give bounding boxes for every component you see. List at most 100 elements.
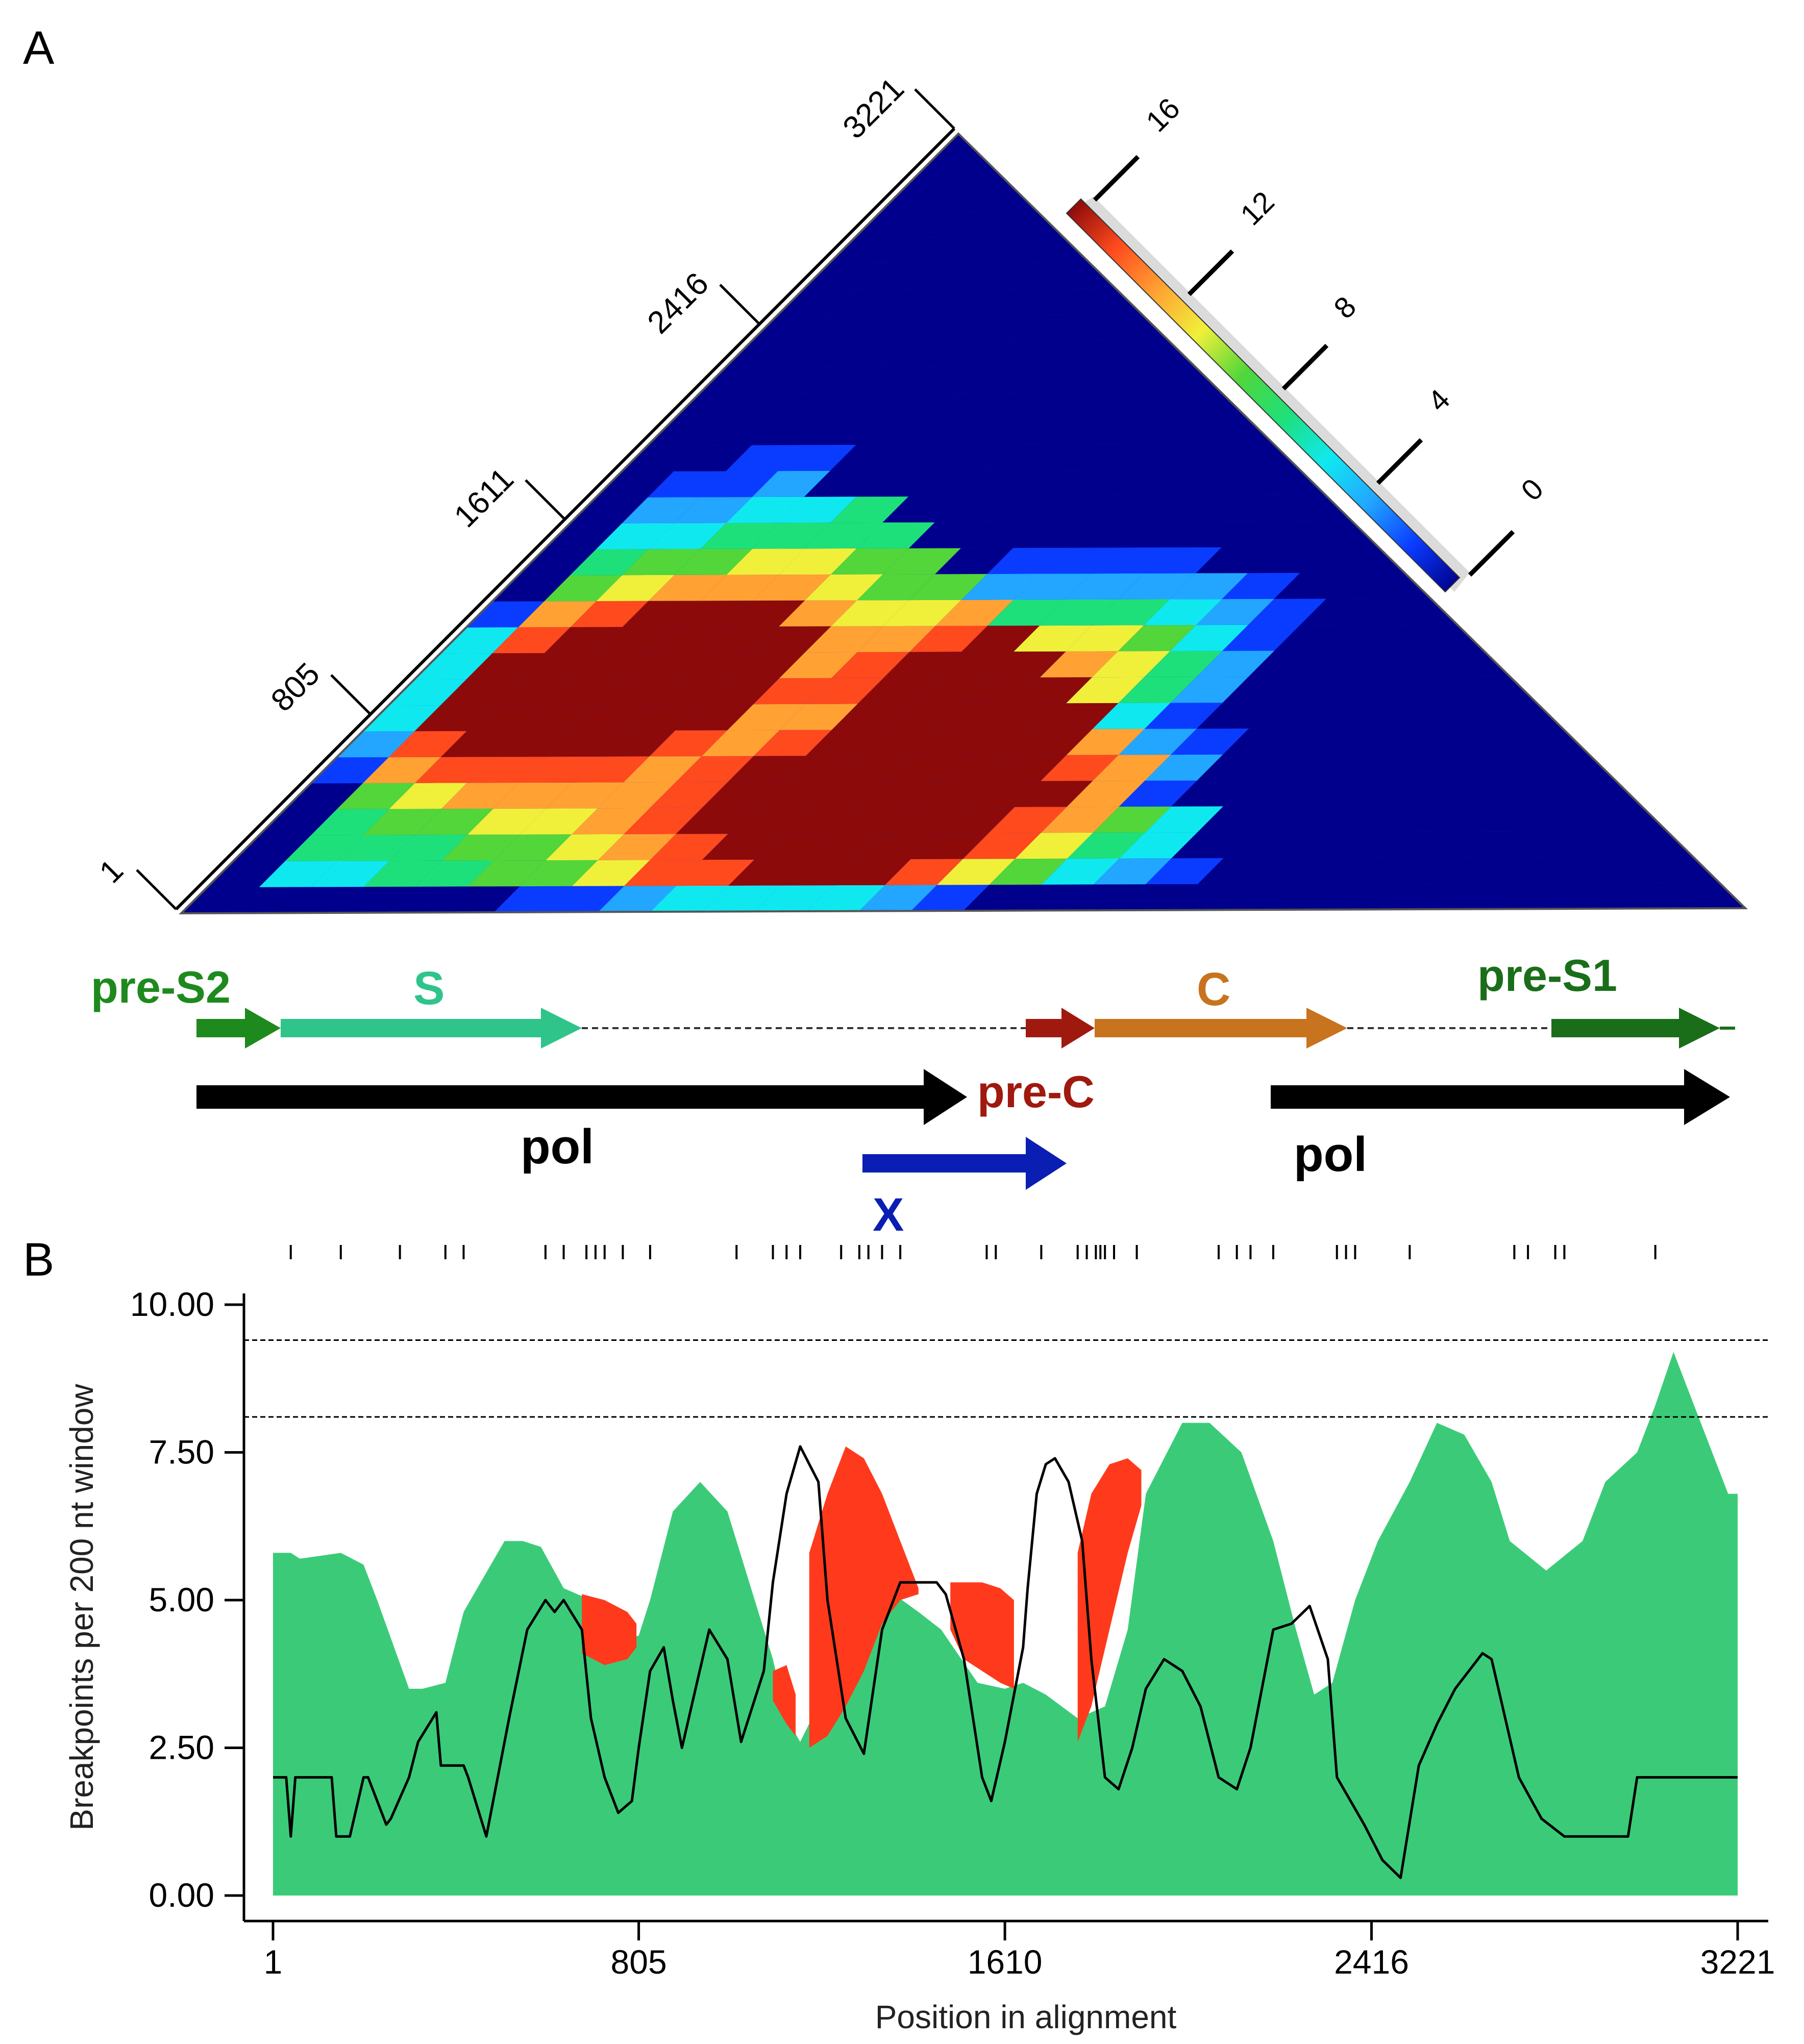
heatmap-cell bbox=[754, 885, 833, 912]
heatmap-cell bbox=[1641, 882, 1719, 909]
heatmap-cell bbox=[1224, 884, 1302, 910]
heatmap-cell bbox=[753, 678, 832, 705]
triangle-tick-label-1: 1 bbox=[93, 853, 130, 890]
heatmap-outline bbox=[179, 132, 1748, 915]
heatmap-cell bbox=[1353, 805, 1432, 832]
heatmap-cell bbox=[960, 418, 1039, 445]
heatmap-cell bbox=[675, 704, 754, 731]
heatmap-cell bbox=[700, 419, 778, 445]
heatmap-cell bbox=[751, 315, 829, 342]
heatmap-cell bbox=[1328, 883, 1406, 910]
heatmap-cell bbox=[674, 549, 753, 575]
heatmap-cell bbox=[910, 729, 989, 756]
triangle-tick-label-2416: 2416 bbox=[641, 266, 715, 340]
gene-arrow-pol-right bbox=[1271, 1069, 1730, 1125]
heatmap-cell bbox=[831, 600, 909, 627]
hotspot-area bbox=[950, 1582, 1014, 1689]
heatmap-cell bbox=[1223, 832, 1302, 858]
heatmap-cell bbox=[1301, 806, 1380, 832]
heatmap-cell bbox=[1169, 521, 1248, 547]
heatmap-cell bbox=[1379, 728, 1457, 754]
heatmap-cell bbox=[1354, 857, 1432, 884]
colorbar-tick-4 bbox=[1376, 438, 1423, 485]
heatmap-cell bbox=[1145, 806, 1224, 833]
heatmap-cell bbox=[963, 884, 1042, 911]
heatmap-cell bbox=[960, 366, 1039, 393]
breakpoint-ticks bbox=[289, 1245, 1657, 1259]
heatmap-cell bbox=[884, 807, 963, 834]
y-axis-ticks bbox=[225, 1303, 244, 1897]
heatmap-cell bbox=[597, 678, 675, 705]
heatmap-cell bbox=[857, 678, 936, 704]
heatmap-cell bbox=[336, 731, 415, 758]
heatmap-cell bbox=[753, 626, 831, 653]
heatmap-cell bbox=[1091, 443, 1169, 470]
heatmap-cell bbox=[466, 601, 545, 628]
heatmap-cell bbox=[1145, 754, 1223, 781]
heatmap-cell bbox=[831, 652, 910, 678]
heatmap-cell bbox=[1118, 625, 1196, 652]
heatmap-cell bbox=[829, 237, 907, 264]
heatmap-cell bbox=[1090, 392, 1169, 418]
heatmap-cell bbox=[985, 288, 1064, 315]
heatmap-cell bbox=[829, 341, 908, 367]
heatmap-cell bbox=[571, 653, 649, 679]
heatmap-cell bbox=[1145, 858, 1224, 885]
heatmap-cell bbox=[1457, 753, 1536, 780]
heatmap-cell bbox=[1065, 521, 1144, 548]
heatmap-cell bbox=[702, 833, 780, 860]
heatmap-cell bbox=[181, 887, 259, 913]
heatmap-cell bbox=[884, 859, 963, 885]
heatmap-cell bbox=[414, 653, 492, 680]
triangle-tick-805 bbox=[330, 674, 372, 715]
heatmap-cell bbox=[1510, 805, 1589, 832]
gene-label-pol-right: pol bbox=[1294, 1127, 1367, 1182]
heatmap-cell bbox=[933, 237, 1011, 263]
heatmap-cell bbox=[985, 340, 1064, 367]
x-tick-label-3221: 3221 bbox=[1700, 1943, 1775, 1981]
heatmap-cell bbox=[934, 392, 1012, 419]
heatmap-cell bbox=[908, 470, 987, 497]
heatmap-cell bbox=[1197, 754, 1275, 781]
heatmap-cell bbox=[596, 471, 674, 498]
heatmap-cell bbox=[494, 886, 572, 912]
colorbar-tick-8 bbox=[1281, 343, 1329, 391]
heatmap-cell bbox=[311, 809, 389, 835]
heatmap-cell bbox=[570, 497, 648, 524]
heatmap-cell bbox=[832, 859, 911, 886]
heatmap-cell bbox=[622, 445, 700, 472]
heatmap-cell bbox=[1484, 727, 1562, 754]
panel-a-label: A bbox=[23, 22, 55, 74]
heatmap-cell bbox=[907, 211, 985, 238]
x-tick-label-1: 1 bbox=[264, 1943, 283, 1981]
heatmap-cell bbox=[285, 887, 364, 913]
heatmap-cell bbox=[388, 731, 467, 758]
heatmap-cell bbox=[725, 393, 804, 419]
heatmap-cell bbox=[1093, 806, 1171, 833]
heatmap-cell bbox=[830, 496, 909, 523]
heatmap-cell bbox=[1484, 831, 1563, 858]
heatmap-cell bbox=[1221, 469, 1300, 496]
heatmap-cell bbox=[1144, 651, 1223, 677]
heatmap-cell bbox=[1274, 572, 1352, 599]
heatmap-cell bbox=[545, 730, 624, 757]
heatmap-cell bbox=[233, 835, 311, 862]
heatmap-cell bbox=[1170, 625, 1248, 651]
heatmap-cell bbox=[726, 445, 804, 471]
heatmap-cell bbox=[961, 522, 1039, 549]
heatmap-cell bbox=[598, 782, 676, 809]
heatmap-cell bbox=[726, 496, 804, 523]
heatmap-cell bbox=[545, 782, 624, 809]
heatmap-cell bbox=[441, 783, 520, 809]
heatmap-cell bbox=[363, 757, 441, 783]
heatmap-cell bbox=[932, 185, 1011, 212]
heatmap-cell bbox=[1091, 547, 1170, 574]
heatmap-cell bbox=[1038, 340, 1116, 367]
heatmap-cell bbox=[831, 548, 909, 575]
heatmap-cell bbox=[598, 886, 677, 912]
heatmap-cell bbox=[1275, 676, 1353, 703]
heatmap-cell bbox=[650, 782, 728, 808]
heatmap-cell bbox=[804, 470, 882, 497]
heatmap-cell bbox=[285, 835, 363, 861]
heatmap-cell bbox=[883, 600, 961, 627]
